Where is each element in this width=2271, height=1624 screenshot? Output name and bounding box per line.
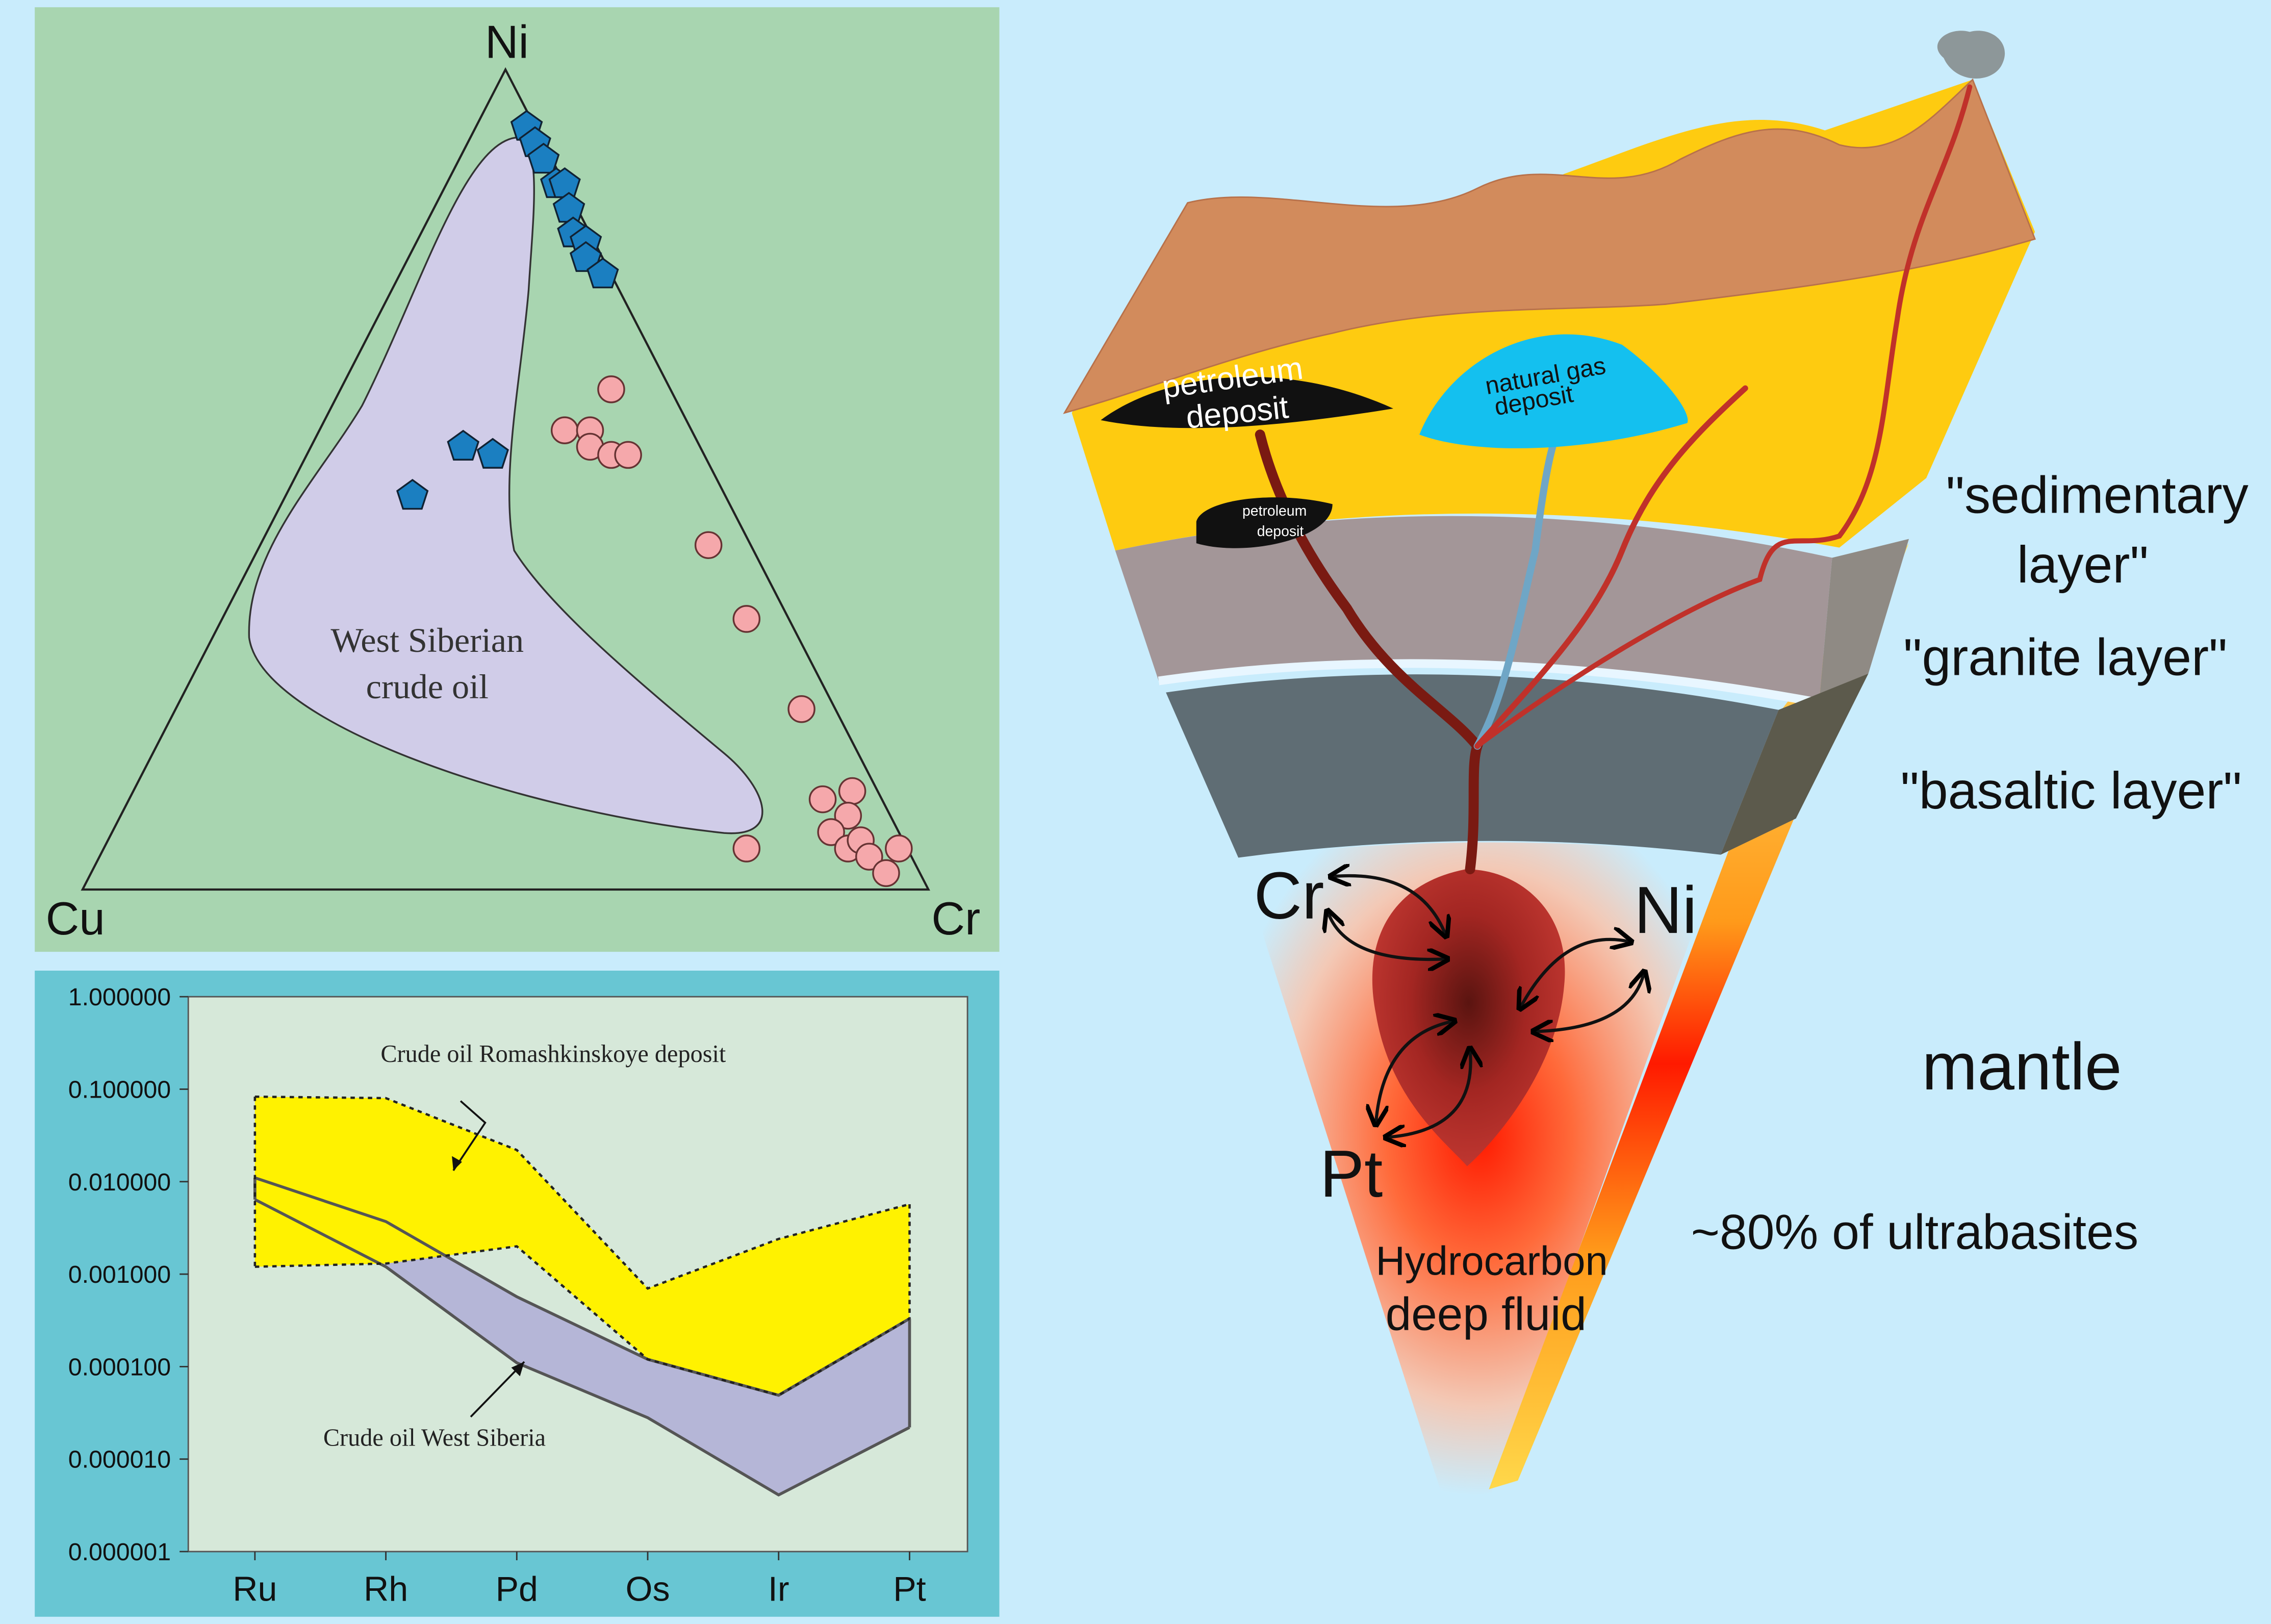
element-label: Ni: [1634, 873, 1697, 947]
point: [569, 241, 602, 272]
x-tick-label: Rh: [364, 1570, 408, 1609]
layer-label: mantle: [1922, 1029, 2122, 1104]
layer-label: "granite layer": [1903, 628, 2227, 687]
series-label: Crude oil Romashkinskoye deposit: [380, 1041, 726, 1068]
point: [885, 834, 913, 862]
arrows: [1328, 876, 1644, 1137]
corner-label: Cu: [46, 893, 105, 945]
point: [476, 438, 509, 469]
point: [586, 257, 619, 289]
point: [614, 441, 642, 469]
y-tick-label: 0.010000: [68, 1169, 171, 1196]
band-edge: [254, 1198, 910, 1497]
x-tick-label: Ir: [768, 1570, 789, 1609]
layer-label: layer": [2017, 535, 2149, 594]
granite-layer: [1115, 516, 1832, 703]
basaltic-side: [1720, 673, 1869, 855]
point: [597, 375, 625, 403]
point: [694, 531, 723, 560]
point: [732, 605, 761, 633]
series-label: Crude oil West Siberia: [323, 1425, 546, 1452]
ternary-frame: [81, 67, 930, 891]
small-deposit: [1196, 497, 1333, 548]
x-tick-label: Pt: [893, 1570, 926, 1609]
y-tick-label: 0.100000: [68, 1076, 171, 1103]
corner-label: Cr: [931, 893, 980, 945]
band-edge: [254, 1176, 910, 1397]
arrowhead: [452, 1156, 462, 1171]
arrowhead: [511, 1361, 525, 1377]
petroleum-deposit: [1101, 376, 1394, 428]
field-label: West Siberian: [330, 621, 524, 659]
layer-label: "basaltic layer": [1901, 761, 2242, 820]
band-edge: [254, 1095, 910, 1290]
gas-deposit: [1419, 334, 1688, 448]
ternary-points: [396, 110, 913, 887]
x-tick-label: Ru: [233, 1570, 277, 1609]
element-label: Pt: [1320, 1136, 1383, 1211]
deposit-label: petroleum: [1242, 503, 1307, 519]
x-tick-label: Pd: [496, 1570, 538, 1609]
point: [834, 802, 862, 830]
annotation-arrow: [452, 1100, 487, 1172]
point: [872, 859, 900, 887]
y-tick-label: 1.000000: [68, 983, 171, 1011]
point: [527, 142, 560, 174]
earth-wedge: [1063, 31, 2036, 1496]
surface: [1063, 78, 2036, 414]
point: [447, 429, 480, 461]
element-label: Cr: [1254, 858, 1324, 933]
point: [732, 834, 761, 862]
granite-side: [1819, 539, 1909, 703]
field-outline: [248, 137, 763, 834]
field-label: crude oil: [366, 667, 489, 706]
layer-label: "sedimentary: [1946, 465, 2249, 524]
log-chart: 1.000000 0.100000 0.010000 0.001000 0.000100…: [68, 983, 926, 1608]
point: [808, 785, 837, 814]
y-tick-label: 0.001000: [68, 1261, 171, 1288]
point: [787, 695, 815, 723]
corner-label: Ni: [485, 17, 529, 68]
point: [550, 416, 579, 444]
point: [838, 777, 866, 805]
smoke: [1937, 31, 2005, 79]
deposit-label: deposit: [1257, 523, 1304, 540]
y-tick-label: 0.000001: [68, 1538, 171, 1566]
y-tick-label: 0.000100: [68, 1353, 171, 1381]
y-tick-label: 0.000010: [68, 1446, 171, 1474]
band-area: [254, 1097, 910, 1395]
fluid-label: deep fluid: [1386, 1288, 1587, 1340]
fluid-label: Hydrocarbon: [1376, 1238, 1608, 1283]
point: [855, 843, 883, 871]
x-tick-label: Os: [625, 1570, 670, 1609]
point: [396, 478, 429, 510]
boundary: [1158, 659, 1820, 707]
point: [817, 818, 845, 846]
layer-label: ~80% of ultrabasites: [1691, 1205, 2138, 1259]
band-edge: [254, 1245, 910, 1397]
